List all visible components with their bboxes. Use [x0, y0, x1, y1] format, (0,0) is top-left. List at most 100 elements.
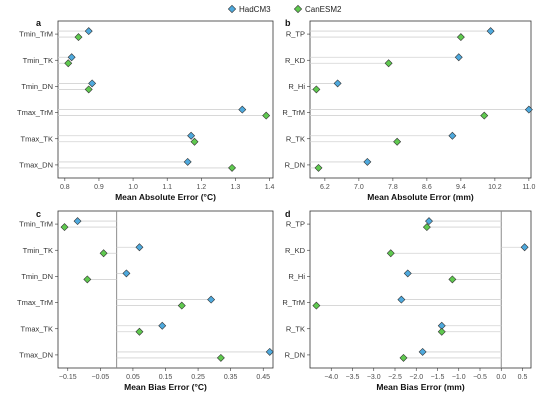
- category-label: R_TP: [286, 220, 305, 229]
- category-label: Tmin_DN: [21, 82, 53, 91]
- point-canesm2: [314, 163, 323, 172]
- category-label: R_TP: [286, 30, 305, 39]
- x-tick-label: 0.05: [126, 374, 140, 381]
- x-axis-title-a: Mean Absolute Error (°C): [115, 192, 216, 202]
- x-tick-label: 0.15: [159, 374, 173, 381]
- category-label: Tmax_TrM: [17, 108, 53, 117]
- point-canesm2: [456, 33, 465, 42]
- x-tick-label: 0.35: [224, 374, 238, 381]
- panel-tag-c: c: [36, 209, 41, 219]
- x-axis-title-d: Mean Bias Error (mm): [376, 382, 464, 392]
- x-tick-label: 0.0: [496, 374, 506, 381]
- point-hadcm3: [425, 217, 433, 226]
- panel-tag-a: a: [36, 18, 42, 28]
- point-hadcm3: [454, 53, 463, 62]
- x-tick-label: 0.8: [60, 184, 70, 191]
- point-canesm2: [190, 137, 199, 146]
- point-hadcm3: [207, 295, 216, 304]
- point-hadcm3: [520, 243, 529, 252]
- category-label: Tmin_TK: [23, 246, 53, 255]
- legend-marker-hadcm3: [227, 4, 237, 14]
- x-tick-label: 0.5: [518, 374, 528, 381]
- legend-label-canesm2: CanESM2: [305, 5, 342, 14]
- point-hadcm3: [122, 269, 131, 278]
- category-label: Tmin_TrM: [19, 30, 53, 39]
- category-label: Tmax_TK: [20, 324, 53, 333]
- point-canesm2: [83, 275, 92, 284]
- category-label: R_TK: [286, 324, 305, 333]
- x-axis-title-b: Mean Absolute Error (mm): [367, 192, 474, 202]
- panel-frame-c: [57, 210, 274, 369]
- legend-label-hadcm3: HadCM3: [239, 5, 271, 14]
- category-label: R_TrM: [282, 298, 305, 307]
- panel-tag-b: b: [285, 18, 291, 28]
- panel-tag-d: d: [285, 209, 291, 219]
- point-hadcm3: [486, 27, 495, 36]
- point-canesm2: [422, 223, 431, 232]
- panel-b: b R_TP R_KD R_Hi R_TrM R_TK R_DN 6.2 7.0 7.8 8.6 9.…: [282, 18, 535, 202]
- category-label: R_Hi: [288, 82, 305, 91]
- x-tick-label: 1.2: [196, 184, 206, 191]
- x-tick-label: 7.8: [388, 184, 398, 191]
- point-hadcm3: [437, 321, 446, 330]
- category-label: R_DN: [285, 160, 305, 169]
- x-tick-label: 0.25: [191, 374, 205, 381]
- point-canesm2: [60, 223, 69, 232]
- x-tick-label: 6.2: [320, 184, 330, 191]
- point-hadcm3: [363, 157, 372, 166]
- x-tick-label: 11.0: [522, 184, 535, 191]
- x-tick-label: −4.0: [324, 374, 338, 381]
- x-tick-label: −0.05: [91, 374, 109, 381]
- x-axis-title-c: Mean Bias Error (°C): [124, 382, 207, 392]
- category-label: Tmax_TrM: [17, 298, 53, 307]
- x-tick-label: 1.3: [231, 184, 241, 191]
- point-canesm2: [74, 33, 83, 42]
- category-label: Tmin_TK: [23, 56, 53, 65]
- point-hadcm3: [84, 27, 93, 36]
- category-label: Tmin_TrM: [19, 220, 53, 229]
- legend-marker-canesm2: [293, 4, 303, 14]
- point-hadcm3: [418, 347, 427, 356]
- point-hadcm3: [265, 347, 274, 356]
- x-tick-label: −0.15: [59, 374, 77, 381]
- category-label: Tmax_DN: [19, 160, 53, 169]
- x-tick-label: 1.0: [128, 184, 138, 191]
- point-hadcm3: [333, 79, 342, 88]
- point-hadcm3: [183, 157, 192, 166]
- point-canesm2: [386, 249, 395, 258]
- x-tick-label: −3.0: [367, 374, 381, 381]
- point-canesm2: [216, 353, 225, 362]
- point-canesm2: [312, 85, 321, 94]
- panel-frame-a: [57, 20, 274, 179]
- point-hadcm3: [524, 105, 533, 114]
- point-hadcm3: [397, 295, 406, 304]
- point-hadcm3: [88, 79, 97, 88]
- point-canesm2: [448, 275, 457, 284]
- x-tick-label: 7.0: [354, 184, 364, 191]
- point-hadcm3: [448, 131, 457, 140]
- x-tick-label: −2.5: [388, 374, 402, 381]
- panel-d: dR_TP R_KD R_Hi R_TrM R_TK R_DN −4.0 −3.5 −3.0 −2…: [282, 209, 532, 392]
- panel-frame-b: [309, 20, 532, 179]
- category-label: R_KD: [285, 246, 306, 255]
- category-label: R_Hi: [288, 272, 305, 281]
- point-canesm2: [262, 111, 271, 120]
- x-tick-label: 9.4: [456, 184, 466, 191]
- point-hadcm3: [238, 105, 247, 114]
- point-canesm2: [99, 249, 108, 258]
- x-tick-label: 1.1: [162, 184, 172, 191]
- legend: HadCM3 CanESM2: [227, 4, 342, 14]
- point-hadcm3: [403, 269, 412, 278]
- category-label: R_DN: [285, 350, 305, 359]
- point-canesm2: [393, 137, 402, 146]
- category-label: Tmax_TK: [20, 134, 53, 143]
- point-hadcm3: [135, 243, 144, 252]
- point-canesm2: [228, 163, 237, 172]
- x-tick-label: −3.5: [346, 374, 360, 381]
- panel-a: a Tmin_TrM Tmin_TK Tmin_DN Tmax_TrM Tmax_TK Tm…: [17, 18, 275, 202]
- x-tick-label: 10.2: [488, 184, 502, 191]
- panel-frame-d: [309, 210, 532, 369]
- category-label: Tmin_DN: [21, 272, 53, 281]
- x-tick-label: −1.0: [452, 374, 466, 381]
